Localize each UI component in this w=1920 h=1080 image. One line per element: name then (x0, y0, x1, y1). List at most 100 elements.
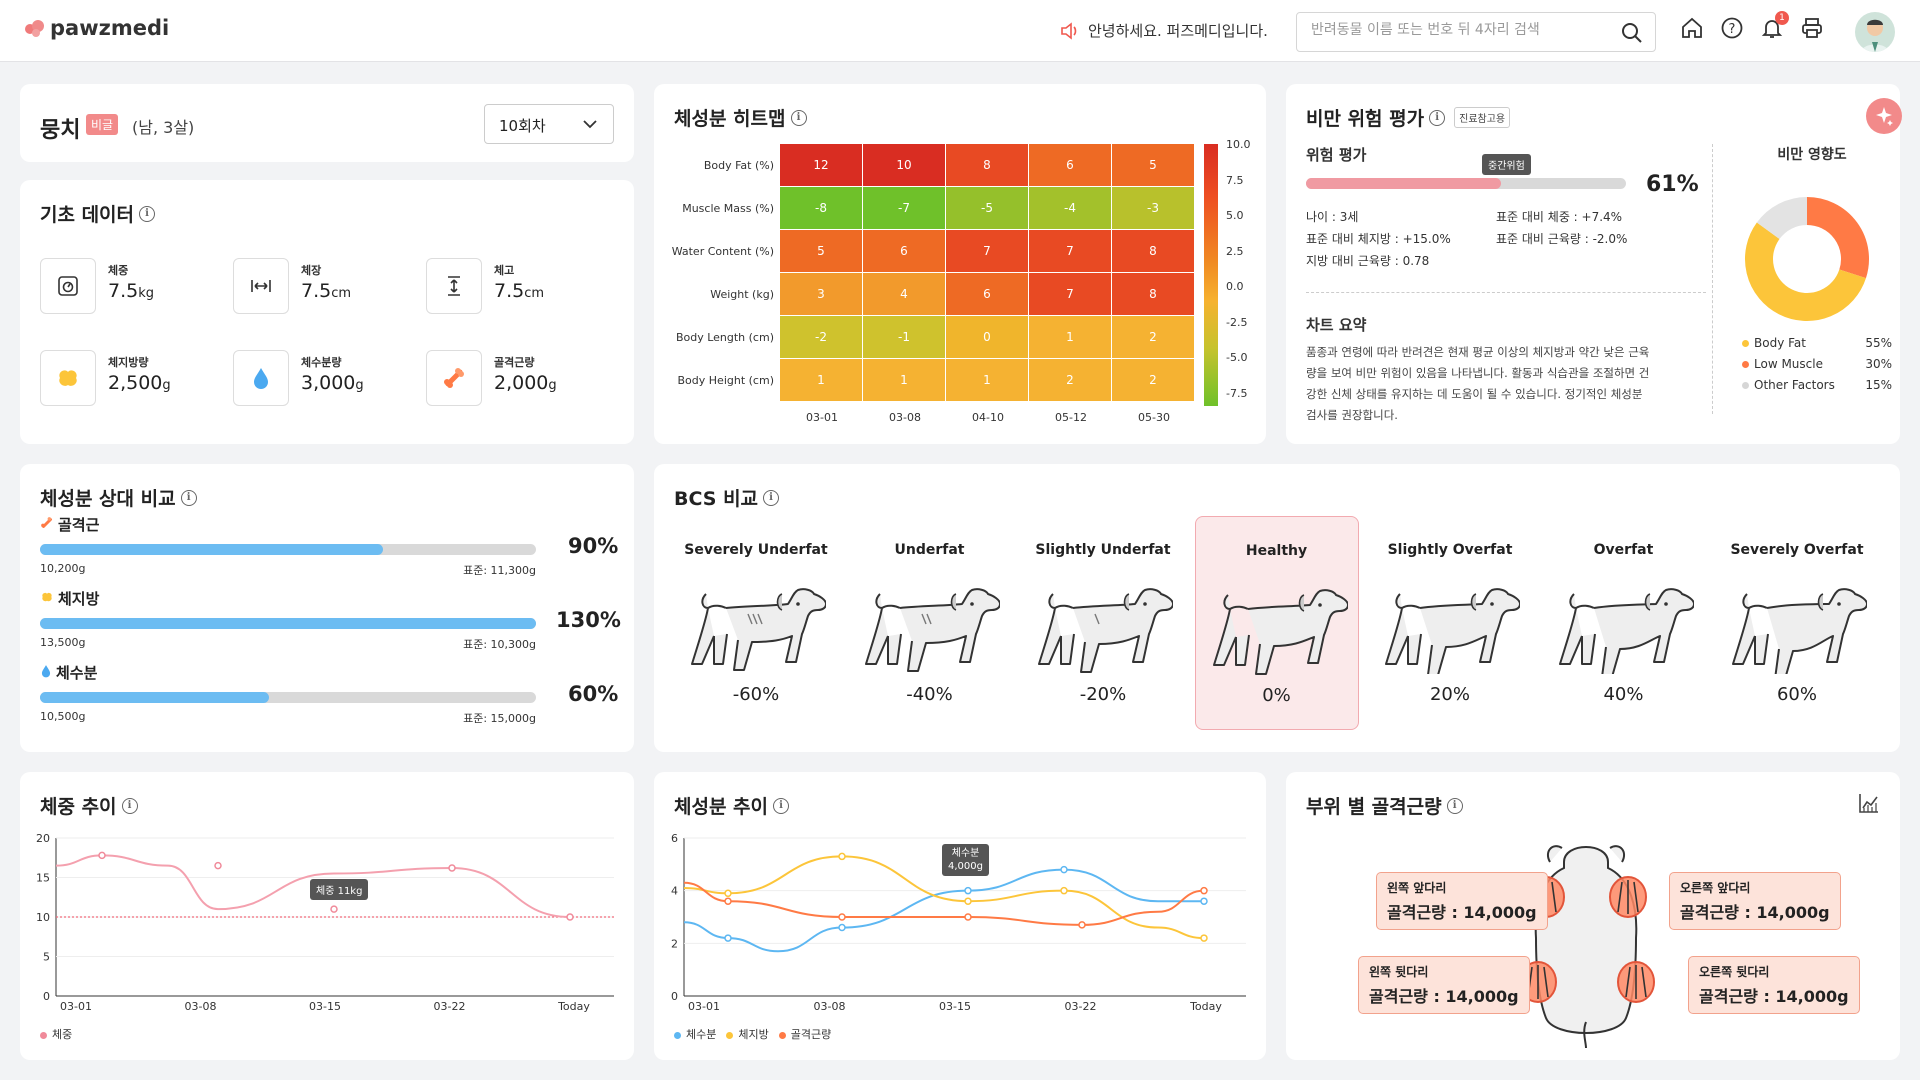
water-drop-icon (40, 664, 52, 682)
info-icon[interactable]: i (139, 205, 156, 222)
avatar[interactable] (1855, 12, 1895, 52)
heatmap-cell[interactable]: -4 (1029, 187, 1112, 230)
bcs-item[interactable]: Healthy 0% (1194, 516, 1359, 730)
region-value: 골격근량 : 14,000g (1387, 903, 1537, 922)
heatmap-cell[interactable]: 8 (1112, 230, 1195, 273)
metric-weight: 체중 7.5kg (40, 258, 240, 328)
heatmap-cell[interactable]: 3 (780, 273, 863, 316)
weight-point (448, 864, 456, 872)
heatmap-cell[interactable]: 12 (780, 144, 863, 187)
composition-trend-card: 체성분 추이 i 6 4 2 0 03-01 03-08 03-15 03-22 Today 체수… (654, 772, 1266, 1060)
composition-point (724, 897, 732, 905)
legend-pct: 55% (1865, 336, 1892, 350)
info-icon[interactable]: i (790, 109, 807, 126)
metric-unit: g (355, 378, 364, 393)
info-icon[interactable]: i (1429, 109, 1446, 126)
comparison-value: 13,500g (40, 636, 86, 649)
composition-point (724, 889, 732, 898)
region-right-hind[interactable]: 오른쪽 뒷다리 골격근량 : 14,000g (1688, 956, 1860, 1014)
chart-toggle-icon[interactable] (1858, 792, 1880, 814)
heatmap-cell[interactable]: 1 (780, 359, 863, 402)
comparison-label-text: 체수분 (56, 664, 98, 682)
color-scale-bar (1204, 144, 1218, 406)
heatmap-cell[interactable]: -3 (1112, 187, 1195, 230)
stat-muscle: 표준 대비 근육량 : -2.0% (1496, 232, 1628, 246)
heatmap-cell[interactable]: 1 (1029, 316, 1112, 359)
weight-trend-title-text: 체중 추이 (40, 796, 117, 818)
metric-muscle: 골격근량 2,000g (426, 350, 626, 420)
metric-label: 골격근량 (494, 356, 535, 369)
comparison-label: 체지방 (40, 588, 99, 609)
influence-donut-chart (1745, 197, 1869, 321)
weight-point (566, 913, 574, 921)
info-icon[interactable]: i (180, 489, 197, 506)
heatmap-cell[interactable]: 8 (946, 144, 1029, 187)
bcs-item[interactable]: Slightly Overfat 20% (1368, 516, 1532, 730)
help-icon[interactable]: ? (1720, 16, 1744, 40)
composition-line-chart: 6 4 2 0 03-01 03-08 03-15 03-22 Today (671, 832, 1246, 1013)
info-icon[interactable]: i (1446, 797, 1463, 814)
bcs-item[interactable]: Underfat -40% (848, 516, 1012, 730)
metric-unit: cm (524, 286, 545, 301)
heatmap-cell[interactable]: 6 (946, 273, 1029, 316)
metric-value: 7.5cm (301, 280, 351, 302)
heatmap-cell[interactable]: 2 (1112, 316, 1195, 359)
search-bar[interactable] (1296, 12, 1656, 52)
summary-title: 차트 요약 (1306, 316, 1367, 334)
comparison-value: 10,500g (40, 710, 86, 723)
region-name: 오른쪽 앞다리 (1680, 881, 1751, 895)
metric-unit: g (548, 378, 557, 393)
logo[interactable]: pawzmedi (24, 16, 169, 40)
legend-muscle: 골격근량 (790, 1028, 832, 1041)
bell-icon[interactable]: 1 (1760, 11, 1789, 40)
heatmap-cell[interactable]: 8 (1112, 273, 1195, 316)
bcs-item[interactable]: Slightly Underfat -20% (1021, 516, 1185, 730)
heatmap-cell[interactable]: 6 (863, 230, 946, 273)
bcs-percent: 20% (1429, 684, 1470, 705)
heatmap-cell[interactable]: 1 (863, 359, 946, 402)
heatmap-cell[interactable]: -8 (780, 187, 863, 230)
heatmap-cell[interactable]: 7 (1029, 273, 1112, 316)
heatmap-cell[interactable]: 5 (780, 230, 863, 273)
comparison-value: 10,200g (40, 562, 86, 575)
bcs-item[interactable]: Overfat 40% (1542, 516, 1706, 730)
x-tick-label: 03-22 (1065, 1000, 1097, 1013)
heatmap-cell[interactable]: 6 (1029, 144, 1112, 187)
heatmap-x-label: 04-10 (972, 411, 1004, 424)
heatmap-cell[interactable]: 2 (1112, 359, 1195, 402)
bcs-label: Slightly Underfat (1035, 542, 1171, 558)
home-icon[interactable] (1680, 16, 1704, 40)
heatmap-cell[interactable]: -7 (863, 187, 946, 230)
ai-sparkle-button[interactable] (1866, 98, 1902, 134)
y-tick-label: 6 (671, 832, 678, 845)
region-left-front[interactable]: 왼쪽 앞다리 골격근량 : 14,000g (1376, 872, 1548, 930)
y-tick-label: 5 (43, 951, 50, 964)
heatmap-cell[interactable]: 0 (946, 316, 1029, 359)
info-icon[interactable]: i (763, 489, 780, 506)
heatmap-cell[interactable]: -2 (780, 316, 863, 359)
session-select[interactable]: 10회차 (484, 104, 614, 144)
heatmap-cell[interactable]: 10 (863, 144, 946, 187)
heatmap-cell[interactable]: 1 (946, 359, 1029, 402)
heatmap-cell[interactable]: -5 (946, 187, 1029, 230)
heatmap-cell[interactable]: 5 (1112, 144, 1195, 187)
bcs-label: Severely Underfat (684, 542, 828, 558)
chevron-down-icon (583, 120, 597, 129)
region-left-hind[interactable]: 왼쪽 뒷다리 골격근량 : 14,000g (1358, 956, 1530, 1014)
heatmap-cell[interactable]: 4 (863, 273, 946, 316)
bcs-item[interactable]: Severely Underfat -60% (674, 516, 838, 730)
info-icon[interactable]: i (773, 797, 790, 814)
heatmap-cell[interactable]: 7 (1029, 230, 1112, 273)
x-tick-label: 03-15 (309, 1000, 341, 1013)
info-icon[interactable]: i (121, 797, 138, 814)
printer-icon[interactable] (1800, 16, 1824, 40)
bcs-item[interactable]: Severely Overfat 60% (1715, 516, 1879, 730)
heatmap-cell[interactable]: 2 (1029, 359, 1112, 402)
search-icon[interactable] (1621, 22, 1643, 44)
search-input[interactable] (1311, 22, 1611, 38)
heatmap-cell[interactable]: -1 (863, 316, 946, 359)
dog-silhouette-icon (1732, 588, 1867, 674)
heatmap-cell[interactable]: 7 (946, 230, 1029, 273)
region-right-front[interactable]: 오른쪽 앞다리 골격근량 : 14,000g (1669, 872, 1841, 930)
donut-slice (1756, 197, 1808, 240)
